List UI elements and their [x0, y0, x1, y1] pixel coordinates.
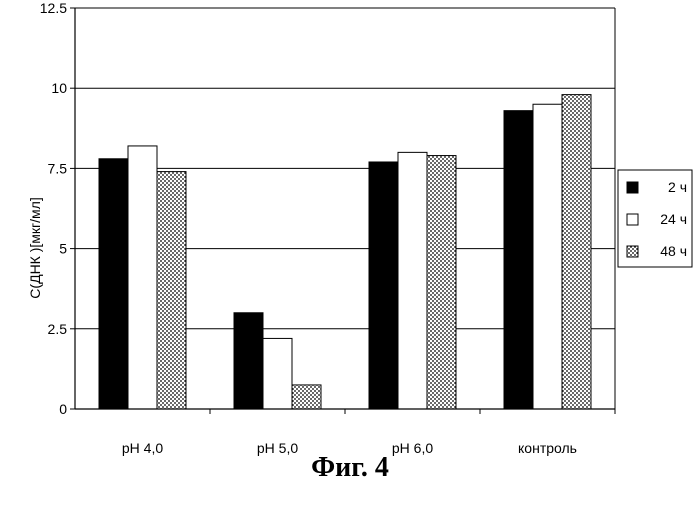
- legend-label: 2 ч: [668, 179, 687, 195]
- y-tick-label: 5: [59, 241, 67, 257]
- bar: [99, 159, 128, 409]
- bar: [504, 111, 533, 409]
- legend: 2 ч 24 ч 48 ч: [618, 170, 692, 267]
- legend-swatch: [627, 214, 638, 225]
- bar: [157, 172, 186, 409]
- y-tick-label: 0: [59, 401, 67, 417]
- bar: [398, 152, 427, 409]
- bar: [562, 95, 591, 409]
- bar: [263, 338, 292, 409]
- bar: [369, 162, 398, 409]
- legend-swatch: [627, 182, 638, 193]
- legend-label: 24 ч: [660, 211, 687, 227]
- bar: [234, 313, 263, 409]
- bar: [427, 156, 456, 409]
- legend-swatch: [627, 246, 638, 257]
- y-tick-label: 10: [51, 80, 67, 96]
- y-tick-label: 7.5: [48, 160, 68, 176]
- y-tick-label: 12.5: [40, 0, 67, 16]
- bar: [292, 385, 321, 409]
- y-axis-label: С(ДНК )[мкг/мл]: [27, 197, 43, 298]
- legend-label: 48 ч: [660, 243, 687, 259]
- bar: [128, 146, 157, 409]
- y-tick-label: 2.5: [48, 321, 68, 337]
- bar: [533, 104, 562, 409]
- figure-caption: Фиг. 4: [0, 452, 700, 484]
